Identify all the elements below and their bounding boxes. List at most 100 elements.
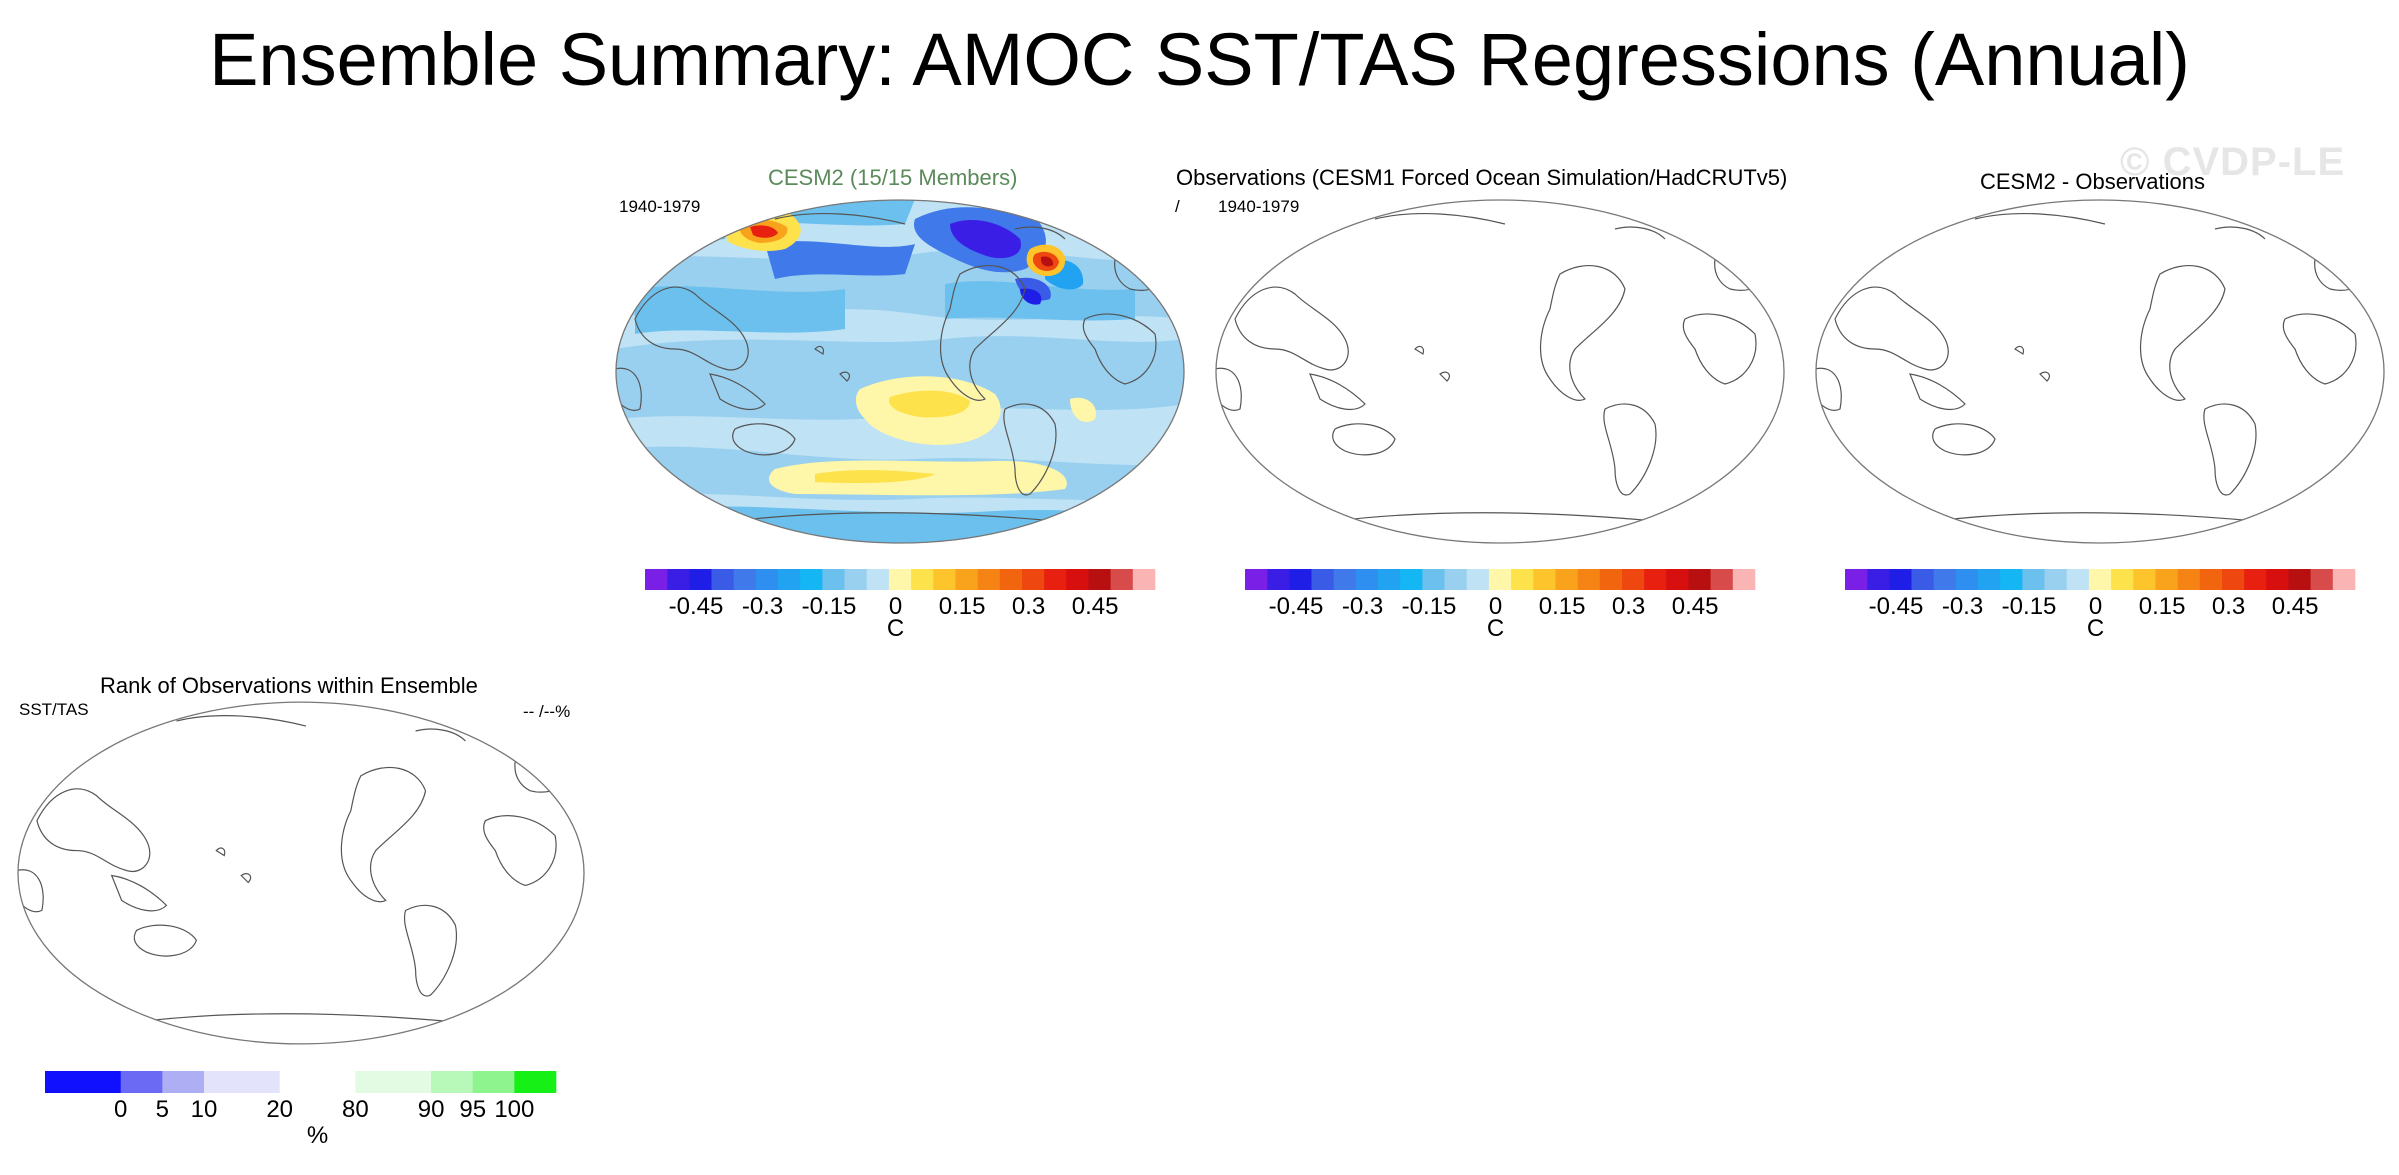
colorbar-box [933, 569, 956, 590]
colorbar-box [2177, 569, 2201, 590]
rank-colorbar-box [355, 1071, 432, 1093]
map-boundary [1215, 199, 1785, 544]
obs-period-label: 1940-1979 [1218, 197, 1300, 216]
colorbar-box [844, 569, 868, 590]
colorbar-box [1555, 569, 1578, 590]
watermark: © CVDP-LE [2120, 140, 2346, 184]
colorbar-tick-label: 0.45 [1671, 593, 1719, 620]
colorbar-box [1621, 569, 1645, 590]
coastline [1614, 226, 1666, 240]
colorbar-box [2221, 569, 2245, 590]
colorbar-box [1311, 569, 1334, 590]
rank-colorbar-tick-label: 90 [417, 1096, 445, 1123]
colorbar-box [1044, 569, 1067, 590]
colorbar-box [2199, 569, 2223, 590]
colorbar-box [2133, 569, 2156, 590]
rank-panel-title: Rank of Observations within Ensemble [100, 673, 478, 698]
colorbar-box [1132, 569, 1156, 590]
colorbar-box [1666, 569, 1689, 590]
coastline [1834, 286, 1949, 371]
colorbar-box [1333, 569, 1357, 590]
colorbar-tick-label: 0.15 [1538, 593, 1586, 620]
colorbar-tick-label: 0.3 [2211, 593, 2246, 620]
colorbar-box [888, 569, 912, 590]
colorbar-unit-label: C [886, 615, 905, 642]
rank-colorbar-tick-label: 20 [266, 1096, 294, 1123]
diff-colorbar [1845, 569, 2356, 590]
colorbar-box [1533, 569, 1556, 590]
rank-colorbar-box [162, 1071, 205, 1093]
coastline [2203, 403, 2257, 496]
colorbar-box [2066, 569, 2090, 590]
coastline [110, 874, 168, 912]
obs-regression-map [1215, 199, 1785, 544]
rank-colorbar-unit-label: % [306, 1122, 329, 1149]
cesm2-colorbar [645, 569, 1156, 590]
coastline [1439, 371, 1451, 382]
diff-regression-map [1815, 199, 2385, 544]
coastline [1539, 265, 1626, 401]
colorbar-box [1088, 569, 1111, 590]
coastline [2139, 265, 2226, 401]
colorbar-box [1355, 569, 1379, 590]
rank-percent-label: -- /--% [523, 702, 571, 721]
colorbar-tick-label: -0.3 [741, 593, 784, 620]
colorbar-tick-label: -0.15 [1401, 593, 1457, 620]
cesm2-regression-map [615, 199, 1185, 544]
colorbar-box [2155, 569, 2178, 590]
coastline [36, 788, 151, 873]
rank-colorbar-box [514, 1071, 557, 1093]
coastline [1682, 313, 1757, 385]
cesm2-panel-title: CESM2 (15/15 Members) [768, 165, 1018, 190]
colorbar-box [1955, 569, 1979, 590]
colorbar-box [1466, 569, 1490, 590]
colorbar-unit-label: C [1486, 615, 1505, 642]
colorbar-tick-label: 0 [1488, 593, 1503, 620]
coastline [415, 728, 466, 742]
colorbar-tick-label: -0.45 [668, 593, 724, 620]
colorbar-box [2111, 569, 2134, 590]
coastline [1414, 345, 1425, 355]
coastline [240, 873, 252, 884]
coastline [1974, 212, 2106, 225]
colorbar-box [733, 569, 757, 590]
colorbar-box [1245, 569, 1268, 590]
colorbar-box [1867, 569, 1890, 590]
colorbar-box [866, 569, 890, 590]
colorbar-box [1911, 569, 1934, 590]
coastline [1603, 403, 1657, 496]
coastline [1374, 212, 1506, 225]
colorbar-box [667, 569, 690, 590]
colorbar-box [1889, 569, 1912, 590]
colorbar-box [2332, 569, 2356, 590]
rank-colorbar-tick-label: 100 [494, 1096, 535, 1123]
colorbar-tick-label: -0.45 [1268, 593, 1324, 620]
coastline [1332, 423, 1396, 456]
rank-colorbar-box [203, 1071, 280, 1093]
colorbar-box [2000, 569, 2023, 590]
colorbar-box [689, 569, 712, 590]
colorbar-tick-label: -0.15 [801, 593, 857, 620]
colorbar-box [2244, 569, 2267, 590]
rank-variable-label: SST/TAS [19, 700, 89, 719]
diff-panel-title: CESM2 - Observations [1980, 169, 2205, 194]
colorbar-tick-label: -0.15 [2001, 593, 2057, 620]
rank-colorbar-tick-label: 95 [459, 1096, 487, 1123]
coastline [1234, 286, 1349, 371]
colorbar-box [1599, 569, 1623, 590]
colorbar-box [1732, 569, 1756, 590]
coastline [1216, 367, 1242, 411]
coastline [1334, 512, 1656, 522]
rank-colorbar-tick-label: 5 [155, 1096, 170, 1123]
coastline [133, 924, 198, 957]
colorbar-tick-label: 0.15 [2138, 593, 2186, 620]
colorbar-box [999, 569, 1023, 590]
map-boundary [17, 701, 585, 1045]
coastline [1934, 512, 2256, 522]
colorbar-box [1267, 569, 1290, 590]
colorbar-box [2288, 569, 2311, 590]
colorbar-box [2022, 569, 2045, 590]
colorbar-box [977, 569, 1001, 590]
coastline [17, 869, 44, 913]
colorbar-box [2266, 569, 2289, 590]
